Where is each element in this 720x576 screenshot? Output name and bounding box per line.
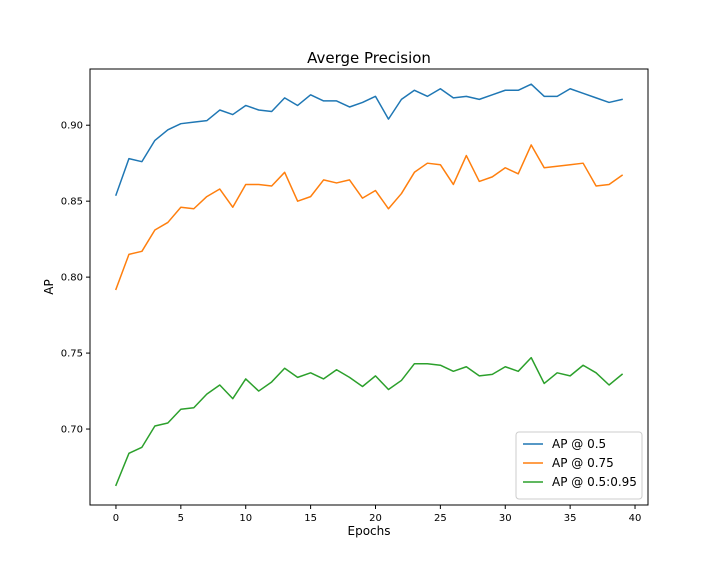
legend-label: AP @ 0.5 <box>552 437 606 451</box>
x-axis-label: Epochs <box>348 524 391 538</box>
x-axis: 0 5 10 15 20 25 30 35 40 <box>113 505 642 524</box>
x-tick-label: 25 <box>434 513 447 524</box>
x-tick-label: 15 <box>304 513 317 524</box>
x-tick-label: 40 <box>629 513 642 524</box>
y-tick-label: 0.75 <box>61 349 83 360</box>
x-tick-label: 30 <box>499 513 512 524</box>
series-line-1 <box>114 83 623 197</box>
x-tick-label: 35 <box>564 513 577 524</box>
y-axis: 0.70 0.75 0.80 0.85 0.90 <box>61 121 90 436</box>
y-axis-label: AP <box>42 279 56 294</box>
y-tick-label: 0.85 <box>61 197 83 208</box>
x-tick-label: 0 <box>113 513 119 524</box>
legend-box <box>515 431 643 500</box>
y-tick-label: 0.80 <box>61 273 83 284</box>
series-line-2 <box>114 144 624 291</box>
series-layer <box>114 83 624 487</box>
series-line-3 <box>114 356 624 487</box>
x-tick-label: 5 <box>178 513 184 524</box>
legend-label: AP @ 0.5:0.95 <box>552 475 637 489</box>
legend: AP @ 0.5 AP @ 0.75 AP @ 0.5:0.95 <box>515 431 643 500</box>
chart-title: Averge Precision <box>307 49 431 67</box>
x-tick-label: 20 <box>369 513 382 524</box>
y-tick-label: 0.90 <box>61 121 83 132</box>
legend-label: AP @ 0.75 <box>552 456 614 470</box>
plot-frame <box>89 68 649 506</box>
x-tick-label: 10 <box>239 513 252 524</box>
y-tick-label: 0.70 <box>61 425 83 436</box>
